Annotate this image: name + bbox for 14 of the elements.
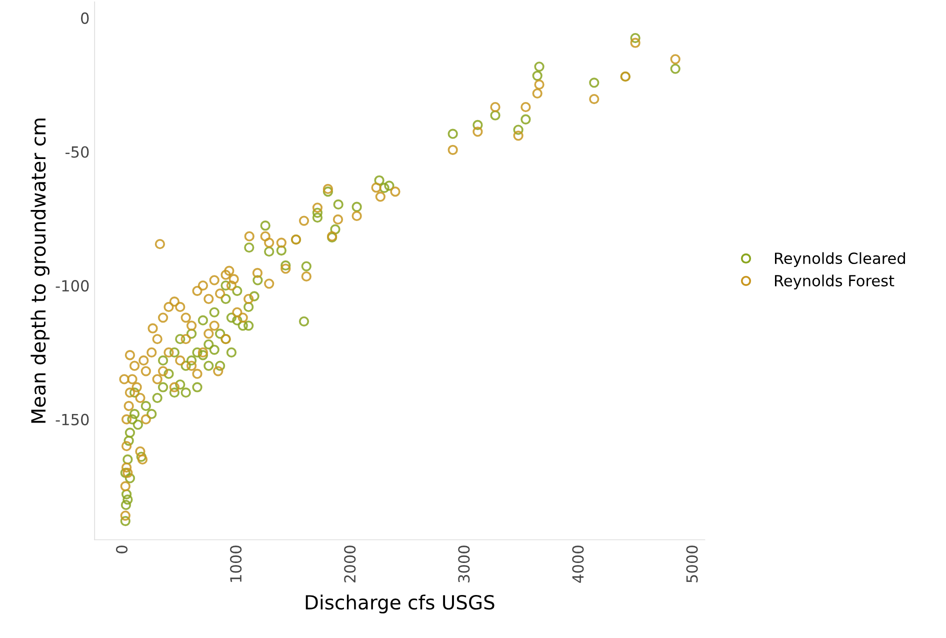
x-tick-label: 5000 [686, 546, 698, 582]
y-tick-label: 0 [81, 12, 89, 24]
y-tick-label: -150 [56, 414, 89, 426]
x-tick-label: 0 [116, 546, 128, 554]
x-tick-label: 1000 [230, 546, 242, 582]
y-tick-label: -100 [56, 280, 89, 292]
x-tick-label: 4000 [572, 546, 584, 583]
x-tick-label: 2000 [344, 546, 356, 582]
x-tick-label: 3000 [458, 546, 470, 582]
legend-label: Reynolds Forest [775, 274, 894, 290]
legend-label: Reynolds Cleared [775, 252, 905, 268]
x-axis-title: Discharge cfs USGS [306, 594, 494, 614]
y-axis-title: Mean depth to groundwater cm [30, 118, 50, 423]
y-tick-label: -50 [66, 146, 89, 158]
